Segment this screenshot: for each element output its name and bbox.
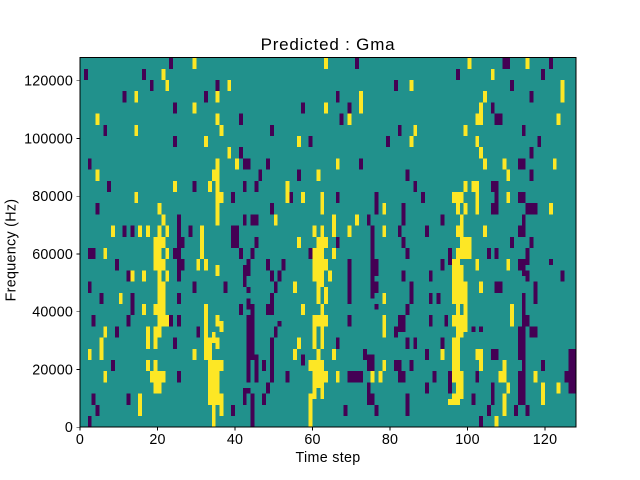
svg-text:40: 40 (227, 432, 243, 448)
svg-text:Time step: Time step (296, 450, 361, 466)
svg-text:60: 60 (304, 432, 320, 448)
svg-text:20000: 20000 (32, 362, 73, 378)
svg-text:20: 20 (149, 432, 165, 448)
svg-text:Frequency (Hz): Frequency (Hz) (4, 199, 20, 302)
svg-text:100000: 100000 (24, 131, 73, 147)
svg-text:120000: 120000 (24, 74, 73, 90)
svg-text:0: 0 (65, 420, 73, 436)
svg-text:0: 0 (76, 432, 84, 448)
svg-text:80000: 80000 (32, 189, 73, 205)
svg-text:120: 120 (533, 432, 557, 448)
svg-text:40000: 40000 (32, 305, 73, 321)
svg-text:80: 80 (382, 432, 398, 448)
svg-text:60000: 60000 (32, 247, 73, 263)
svg-text:100: 100 (455, 432, 479, 448)
svg-text:Predicted : Gma: Predicted : Gma (261, 35, 396, 54)
